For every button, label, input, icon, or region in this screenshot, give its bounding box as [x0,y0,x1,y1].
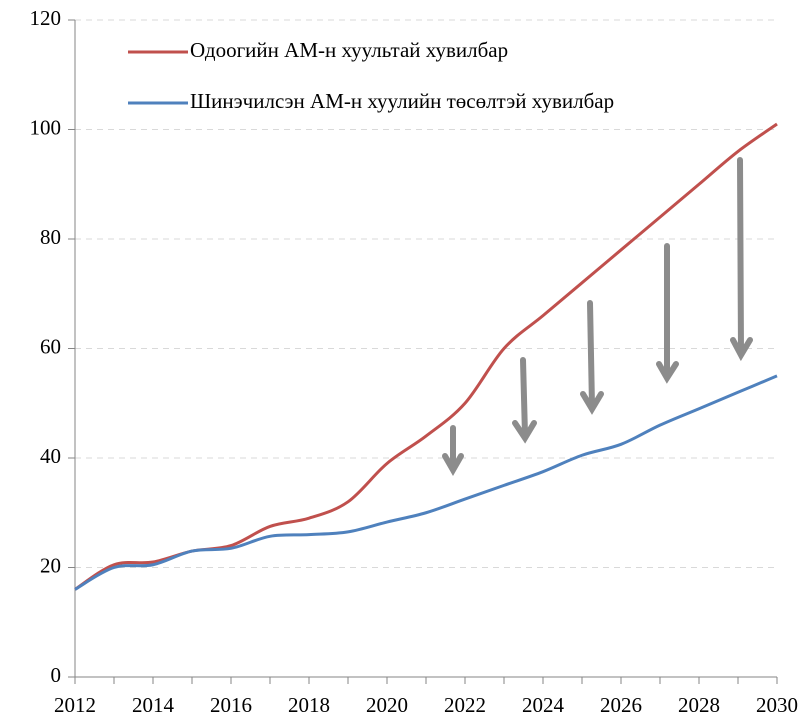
x-tick-label: 2014 [132,693,175,717]
x-tick-label: 2028 [678,693,720,717]
y-tick-label: 20 [40,553,61,577]
y-tick-label: 120 [30,6,62,30]
x-tick-label: 2026 [600,693,642,717]
x-tick-label: 2020 [366,693,408,717]
legend-label: Шинэчилсэн АМ-н хуулийн төсөлтэй хувилба… [190,89,614,113]
arrow [442,425,464,477]
arrows [442,157,753,477]
arrow [512,357,537,444]
y-tick-label: 40 [40,444,61,468]
arrow [730,157,753,362]
legend-label: Одоогийн АМ-н хуультай хувилбар [190,38,508,62]
x-tick-label: 2016 [210,693,252,717]
y-tick-label: 80 [40,225,61,249]
x-tick-label: 2024 [522,693,565,717]
x-tick-label: 2018 [288,693,330,717]
arrow [580,300,604,415]
series-line [74,374,778,591]
y-tick-label: 0 [51,663,62,687]
arrow [656,243,679,384]
y-tick-label: 100 [30,115,62,139]
y-tick-label: 60 [40,334,61,358]
x-tick-label: 2022 [444,693,486,717]
x-tick-label: 2030 [756,693,798,717]
x-tick-label: 2012 [54,693,96,717]
series-line [74,122,778,591]
